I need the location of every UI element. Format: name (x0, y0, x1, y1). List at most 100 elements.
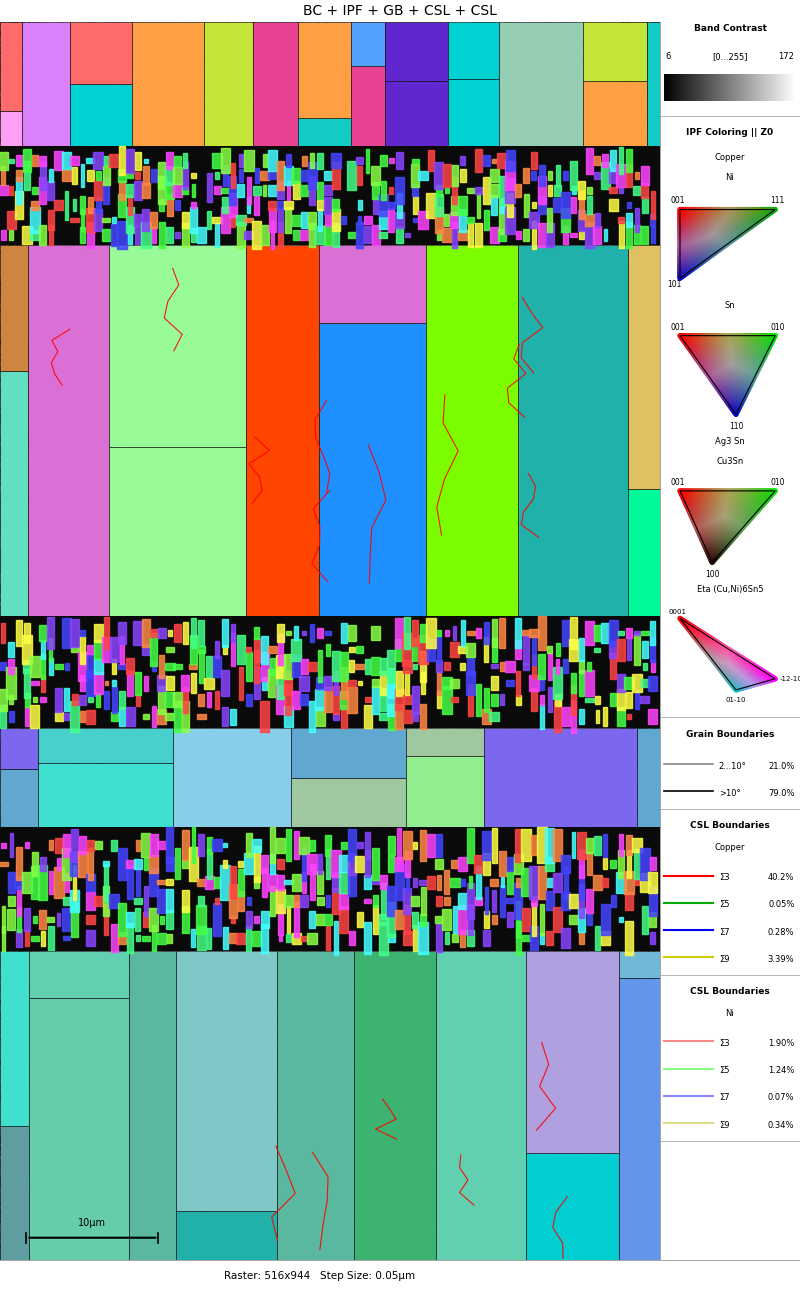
Point (701, 231, 714, 252)
Bar (553, 198, 562, 212)
Bar (64, 689, 70, 711)
Bar (395, 857, 403, 871)
Bar (244, 853, 254, 875)
Point (702, 363, 715, 384)
Point (690, 236, 702, 257)
Point (767, 669, 780, 690)
Point (735, 673, 748, 694)
Bar (450, 879, 459, 886)
Point (683, 503, 696, 523)
Bar (452, 165, 458, 186)
Point (708, 490, 721, 510)
Polygon shape (38, 764, 173, 827)
Point (743, 199, 756, 220)
Bar (395, 704, 403, 729)
Bar (618, 221, 623, 248)
Point (740, 203, 753, 224)
Point (676, 327, 689, 348)
Text: Σ7: Σ7 (718, 1093, 730, 1102)
Point (741, 350, 754, 371)
Point (687, 496, 700, 517)
Point (697, 333, 710, 354)
Point (686, 204, 699, 225)
Bar (356, 156, 363, 164)
Point (686, 247, 699, 267)
Point (724, 380, 737, 401)
Point (748, 501, 761, 522)
Point (722, 382, 735, 403)
Point (752, 672, 765, 693)
Point (738, 663, 751, 683)
Point (704, 486, 717, 506)
Point (699, 247, 712, 267)
Point (753, 200, 766, 221)
Point (701, 220, 714, 240)
Point (723, 667, 736, 687)
Point (696, 243, 709, 264)
Point (766, 669, 778, 690)
Point (697, 496, 710, 517)
Point (706, 544, 719, 565)
Point (722, 226, 734, 247)
Point (718, 528, 730, 549)
Point (722, 221, 734, 242)
Point (675, 255, 688, 275)
Point (750, 345, 762, 366)
Point (710, 649, 723, 669)
Point (685, 239, 698, 260)
Point (729, 373, 742, 394)
Point (722, 389, 734, 410)
Point (718, 332, 730, 353)
Point (720, 665, 733, 686)
Point (720, 331, 733, 351)
Point (730, 658, 743, 678)
Point (700, 518, 713, 539)
Point (699, 209, 712, 230)
Point (706, 540, 719, 561)
Point (719, 651, 732, 672)
Point (674, 236, 686, 257)
Point (699, 636, 712, 656)
Point (716, 521, 729, 541)
Point (763, 482, 776, 503)
Point (703, 342, 716, 363)
Point (754, 332, 767, 353)
Bar (25, 707, 29, 726)
Point (691, 231, 704, 252)
Point (694, 353, 707, 373)
Point (704, 366, 717, 386)
Point (689, 503, 702, 523)
Point (730, 385, 743, 406)
Point (722, 372, 734, 393)
Point (705, 346, 718, 367)
Point (703, 351, 716, 372)
Point (698, 487, 710, 508)
Point (704, 238, 717, 258)
Bar (482, 831, 490, 860)
Point (754, 660, 766, 681)
Point (727, 370, 740, 390)
Bar (461, 879, 465, 886)
Point (754, 664, 767, 685)
Point (738, 500, 750, 521)
Bar (111, 712, 118, 721)
Point (764, 329, 777, 350)
Point (686, 211, 699, 231)
Point (724, 671, 737, 691)
Point (710, 634, 723, 655)
Point (693, 242, 706, 262)
Point (734, 652, 746, 673)
Point (717, 484, 730, 505)
Point (703, 340, 716, 360)
Point (675, 256, 688, 276)
Point (683, 261, 696, 282)
Point (696, 230, 709, 251)
Point (674, 235, 686, 256)
Point (706, 483, 719, 504)
Point (710, 204, 723, 225)
Point (714, 505, 726, 526)
Point (683, 484, 696, 505)
Bar (634, 849, 640, 879)
Point (722, 508, 735, 528)
Point (745, 494, 758, 514)
